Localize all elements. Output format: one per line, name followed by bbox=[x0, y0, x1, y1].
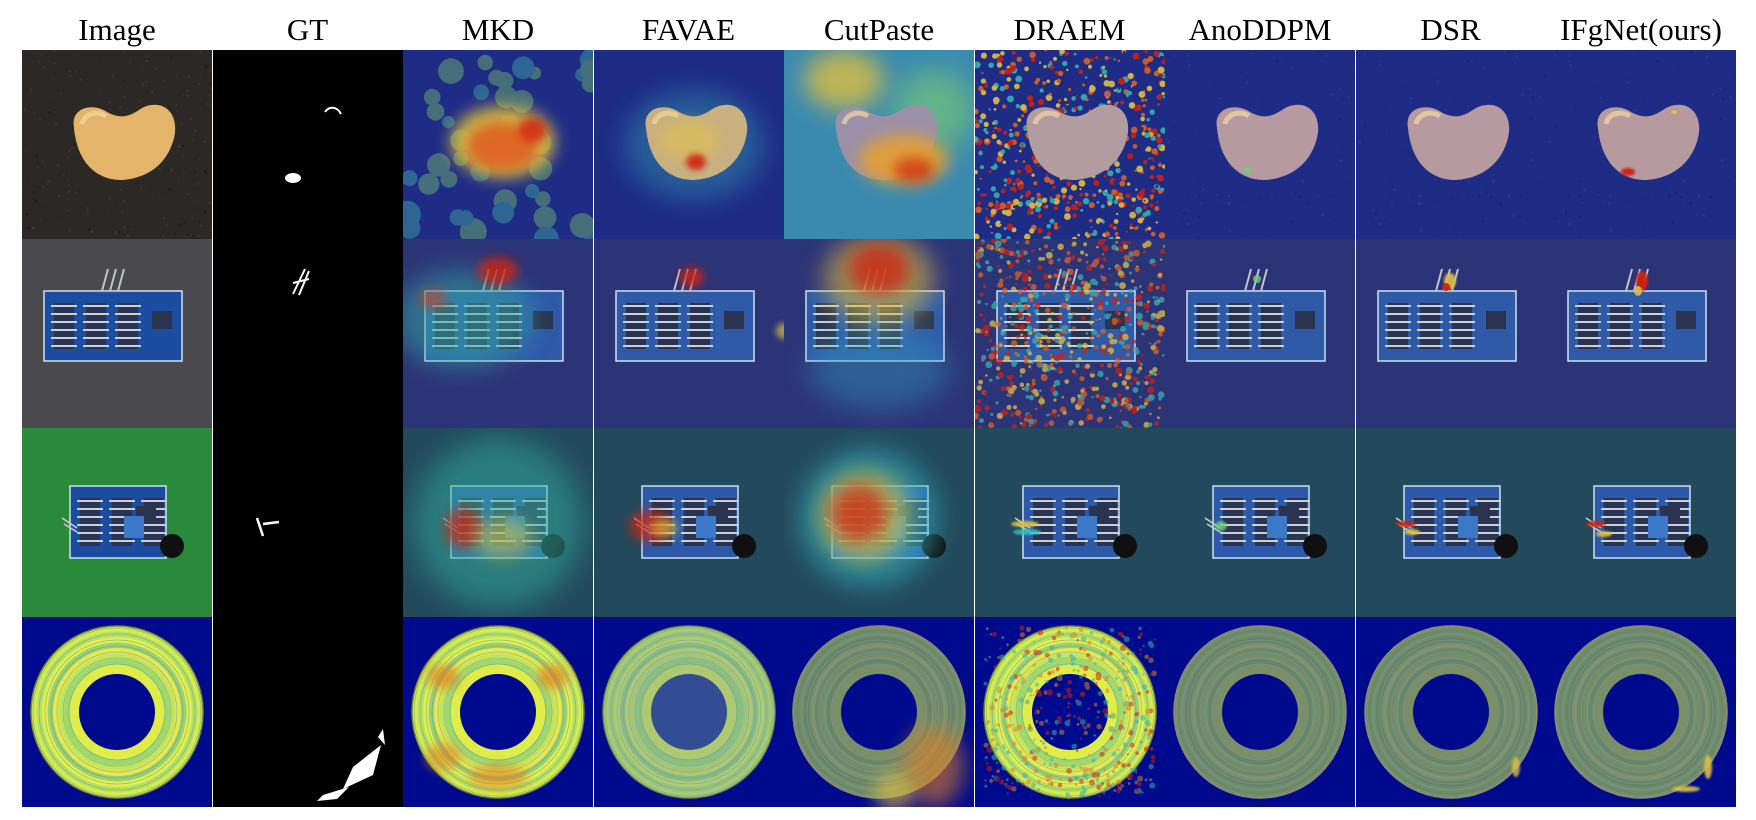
anomaly-heatmap-ring bbox=[403, 617, 593, 807]
panel-infrared-pcb-draem bbox=[975, 428, 1165, 618]
gt-mask-bean bbox=[213, 50, 403, 240]
panel-infrared-pcb-cutpaste bbox=[784, 428, 974, 618]
gt-mask-infrared-pcb bbox=[213, 428, 403, 618]
anomaly-heatmap-ultrasonic-pcb bbox=[1546, 239, 1736, 429]
panel-bean-mkd bbox=[403, 50, 593, 240]
anomaly-heatmap-infrared-pcb bbox=[784, 428, 974, 618]
panel-ring-anoddpm bbox=[1165, 617, 1355, 807]
anomaly-heatmap-infrared-pcb bbox=[1165, 428, 1355, 618]
panel-ring-favae bbox=[594, 617, 784, 807]
panel-bean-gt bbox=[213, 50, 403, 240]
input-image-ultrasonic-pcb bbox=[22, 239, 212, 429]
anomaly-heatmap-bean bbox=[1165, 50, 1355, 240]
anomaly-heatmap-ring bbox=[1546, 617, 1736, 807]
anomaly-heatmap-bean bbox=[594, 50, 784, 240]
panel-infrared-pcb-mkd bbox=[403, 428, 593, 618]
panel-infrared-pcb-anoddpm bbox=[1165, 428, 1355, 618]
panel-bean-favae bbox=[594, 50, 784, 240]
panel-ring-mkd bbox=[403, 617, 593, 807]
anomaly-heatmap-ultrasonic-pcb bbox=[403, 239, 593, 429]
input-image-bean bbox=[22, 50, 212, 240]
column-header-ifgnet: IFgNet(ours) bbox=[1526, 10, 1756, 50]
gt-mask-ring bbox=[213, 617, 403, 807]
panel-bean-ifgnet bbox=[1546, 50, 1736, 240]
panel-infrared-pcb-ifgnet bbox=[1546, 428, 1736, 618]
input-image-ring bbox=[22, 617, 212, 807]
panel-bean-image bbox=[22, 50, 212, 240]
panel-ultrasonic-pcb-gt bbox=[213, 239, 403, 429]
panel-bean-draem bbox=[975, 50, 1165, 240]
panel-ultrasonic-pcb-draem bbox=[975, 239, 1165, 429]
anomaly-heatmap-ring bbox=[1165, 617, 1355, 807]
anomaly-heatmap-ultrasonic-pcb bbox=[1165, 239, 1355, 429]
anomaly-heatmap-bean bbox=[403, 50, 593, 240]
anomaly-heatmap-bean bbox=[784, 50, 974, 240]
anomaly-heatmap-infrared-pcb bbox=[975, 428, 1165, 618]
panel-ultrasonic-pcb-cutpaste bbox=[784, 239, 974, 429]
anomaly-heatmap-ultrasonic-pcb bbox=[975, 239, 1165, 429]
panel-infrared-pcb-gt bbox=[213, 428, 403, 618]
anomaly-heatmap-ring bbox=[594, 617, 784, 807]
anomaly-heatmap-infrared-pcb bbox=[403, 428, 593, 618]
anomaly-heatmap-ring bbox=[975, 617, 1165, 807]
panel-bean-cutpaste bbox=[784, 50, 974, 240]
anomaly-heatmap-bean bbox=[975, 50, 1165, 240]
panel-ring-cutpaste bbox=[784, 617, 974, 807]
panel-bean-anoddpm bbox=[1165, 50, 1355, 240]
panel-ring-dsr bbox=[1356, 617, 1546, 807]
anomaly-heatmap-ultrasonic-pcb bbox=[594, 239, 784, 429]
panel-infrared-pcb-dsr bbox=[1356, 428, 1546, 618]
panel-ring-ifgnet bbox=[1546, 617, 1736, 807]
gt-mask-ultrasonic-pcb bbox=[213, 239, 403, 429]
panel-ultrasonic-pcb-dsr bbox=[1356, 239, 1546, 429]
panel-infrared-pcb-favae bbox=[594, 428, 784, 618]
panel-ultrasonic-pcb-anoddpm bbox=[1165, 239, 1355, 429]
panel-bean-dsr bbox=[1356, 50, 1546, 240]
panel-ring-draem bbox=[975, 617, 1165, 807]
anomaly-heatmap-infrared-pcb bbox=[594, 428, 784, 618]
anomaly-heatmap-ring bbox=[1356, 617, 1546, 807]
anomaly-heatmap-ultrasonic-pcb bbox=[1356, 239, 1546, 429]
panel-ring-image bbox=[22, 617, 212, 807]
anomaly-heatmap-bean bbox=[1356, 50, 1546, 240]
input-image-infrared-pcb bbox=[22, 428, 212, 618]
panel-ultrasonic-pcb-image bbox=[22, 239, 212, 429]
panel-ring-gt bbox=[213, 617, 403, 807]
anomaly-heatmap-infrared-pcb bbox=[1356, 428, 1546, 618]
anomaly-heatmap-infrared-pcb bbox=[1546, 428, 1736, 618]
panel-ultrasonic-pcb-mkd bbox=[403, 239, 593, 429]
anomaly-heatmap-bean bbox=[1546, 50, 1736, 240]
panel-infrared-pcb-image bbox=[22, 428, 212, 618]
panel-ultrasonic-pcb-ifgnet bbox=[1546, 239, 1736, 429]
anomaly-heatmap-ultrasonic-pcb bbox=[784, 239, 974, 429]
panel-ultrasonic-pcb-favae bbox=[594, 239, 784, 429]
anomaly-heatmap-ring bbox=[784, 617, 974, 807]
